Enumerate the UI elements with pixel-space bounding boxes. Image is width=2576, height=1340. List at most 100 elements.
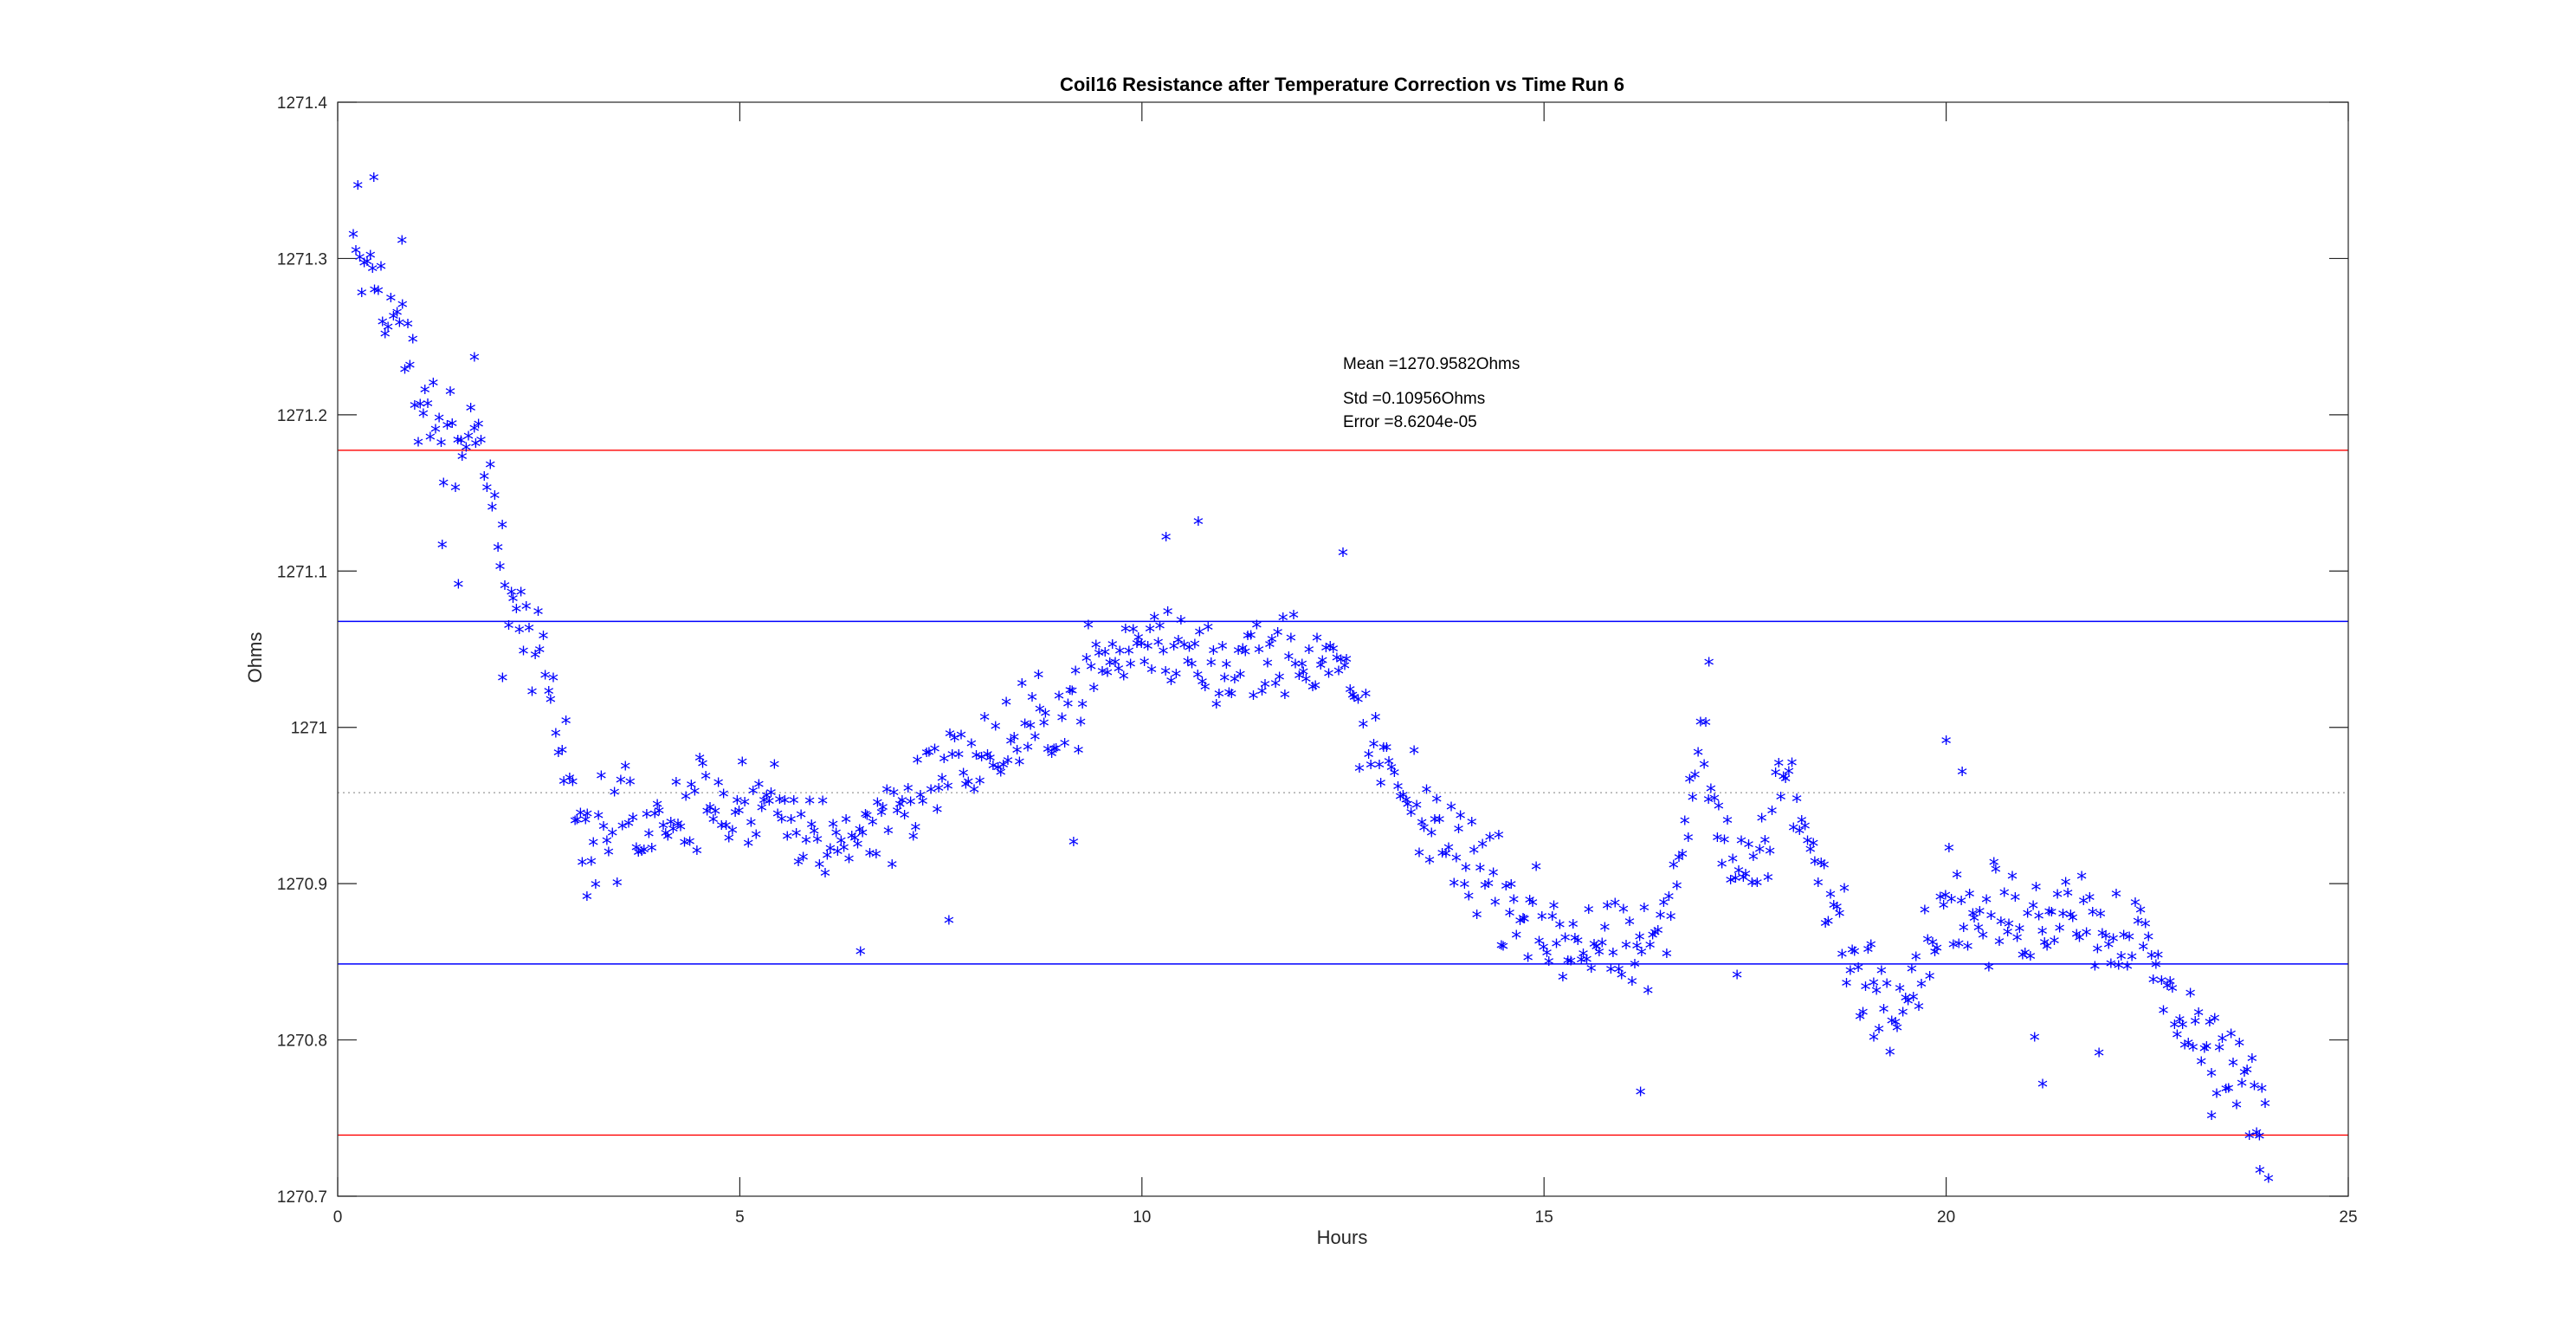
data-point: *	[370, 282, 380, 306]
data-point: *	[1754, 840, 1765, 864]
data-point: *	[852, 835, 862, 859]
data-point: *	[1441, 845, 1451, 870]
data-point: *	[1892, 1019, 1902, 1043]
data-point: *	[2075, 929, 2085, 954]
data-point: *	[1039, 715, 1049, 739]
data-point: *	[1341, 651, 1352, 675]
data-point: *	[1248, 687, 1258, 711]
data-point: *	[348, 225, 358, 249]
data-point: *	[1456, 807, 1466, 832]
data-point: *	[685, 832, 695, 857]
y-tick-label: 1271.3	[277, 250, 327, 269]
data-point: *	[2037, 922, 2048, 947]
data-point: *	[1680, 812, 1690, 836]
data-point: *	[820, 864, 830, 889]
data-point: *	[2078, 892, 2089, 916]
data-point: *	[950, 729, 960, 754]
data-point: *	[1780, 770, 1791, 794]
data-point: *	[933, 780, 944, 804]
data-point: *	[1572, 932, 1583, 956]
data-point: *	[385, 289, 396, 314]
data-point: *	[463, 428, 474, 452]
data-point: *	[1630, 955, 1640, 980]
data-point: *	[1140, 653, 1150, 677]
data-point: *	[397, 231, 407, 256]
data-point: *	[400, 361, 410, 385]
data-point: *	[1386, 759, 1397, 783]
data-point: *	[1748, 848, 1759, 872]
data-point: *	[1173, 631, 1184, 656]
data-point: *	[1878, 1000, 1888, 1025]
data-point: *	[1908, 988, 1919, 1013]
data-point: *	[2214, 1039, 2224, 1063]
data-point: *	[1911, 948, 1921, 973]
data-point: *	[503, 617, 513, 641]
data-point: *	[1978, 926, 1988, 950]
data-point: *	[1991, 861, 2001, 885]
data-point: *	[1621, 936, 1631, 961]
data-point: *	[1635, 928, 1645, 952]
data-point: *	[1132, 635, 1142, 659]
data-point: *	[2028, 897, 2038, 921]
data-point: *	[956, 726, 966, 750]
data-point: *	[1472, 906, 1482, 930]
data-point: *	[1320, 639, 1331, 664]
data-point: *	[571, 812, 582, 836]
data-point: *	[413, 433, 423, 457]
data-point: *	[960, 776, 971, 800]
data-point: *	[1797, 812, 1807, 836]
data-point: *	[2010, 889, 2020, 913]
data-point: *	[1169, 638, 1179, 662]
y-tick-label: 1271.2	[277, 407, 327, 425]
data-point: *	[1788, 819, 1798, 844]
data-point: *	[1903, 992, 1914, 1016]
data-point: *	[2025, 948, 2036, 972]
data-point: *	[1581, 951, 1591, 975]
data-point: *	[453, 575, 463, 599]
data-point: *	[733, 802, 744, 826]
data-point: *	[359, 255, 370, 279]
data-point: *	[1171, 665, 1181, 689]
data-point: *	[1190, 635, 1200, 659]
data-point: *	[1192, 666, 1203, 690]
data-point: *	[1650, 923, 1660, 948]
data-point: *	[1075, 714, 1086, 738]
data-point: *	[2020, 944, 2030, 968]
data-point: *	[616, 772, 626, 796]
data-point: *	[1483, 875, 1494, 899]
data-point: *	[1666, 908, 1676, 932]
data-point: *	[1198, 673, 1208, 697]
data-point: *	[761, 787, 772, 811]
data-point: *	[2231, 1097, 2242, 1121]
data-point: *	[519, 642, 529, 666]
data-point: *	[2226, 1026, 2237, 1050]
data-point: *	[2172, 1026, 2182, 1050]
data-point: *	[367, 260, 378, 284]
data-point: *	[719, 785, 729, 809]
data-point: *	[2089, 958, 2100, 982]
data-point: *	[1953, 935, 1964, 960]
data-point: *	[2092, 940, 2102, 964]
data-point: *	[450, 479, 461, 503]
data-point: *	[777, 810, 787, 834]
data-point: *	[1260, 676, 1270, 700]
data-point: *	[1097, 663, 1107, 687]
data-point: *	[769, 756, 779, 780]
data-point: *	[1012, 741, 1023, 766]
data-point: *	[489, 487, 500, 511]
data-point: *	[1185, 638, 1195, 663]
data-point: *	[1887, 1013, 1897, 1037]
data-point: *	[408, 331, 418, 355]
data-point: *	[1773, 754, 1784, 779]
data-point: *	[2076, 868, 2087, 892]
data-point: *	[1086, 658, 1096, 683]
data-point: *	[1525, 891, 1535, 916]
data-point: *	[1062, 695, 1073, 719]
data-point: *	[1217, 638, 1228, 662]
y-tick-label: 1271.4	[277, 94, 328, 113]
data-point: *	[1286, 630, 1296, 654]
data-point: *	[1989, 853, 1999, 877]
data-point: *	[1206, 654, 1217, 678]
data-point: *	[2247, 1050, 2257, 1074]
